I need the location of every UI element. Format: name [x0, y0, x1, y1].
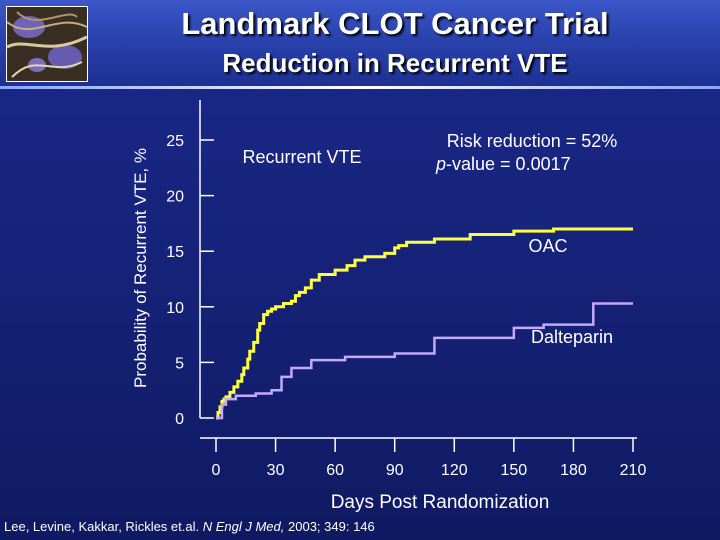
x-tick-label: 210 — [620, 462, 647, 479]
reference-authors: Lee, Levine, Kakkar, Rickles et.al. — [4, 519, 200, 534]
legend-dalteparin: Dalteparin — [531, 327, 613, 347]
reference-volume: 2003; 349: 146 — [288, 519, 375, 534]
y-axis-label: Probability of Recurrent VTE, % — [131, 148, 150, 388]
p-value-line: p-value = 0.0017 — [435, 154, 571, 174]
thumbnail-art — [7, 7, 87, 81]
panel-label: Recurrent VTE — [242, 147, 361, 167]
series-line-dalteparin — [216, 302, 633, 420]
y-tick-label: 5 — [175, 355, 184, 372]
y-tick-label: 0 — [175, 411, 184, 428]
slide-title: Landmark CLOT Cancer Trial — [181, 6, 609, 41]
x-tick-label: 60 — [326, 462, 344, 479]
legend-oac: OAC — [528, 236, 567, 256]
x-tick-label: 120 — [441, 462, 468, 479]
p-value: -value = 0.0017 — [446, 154, 571, 174]
chart-axes — [199, 100, 637, 439]
header-divider — [0, 86, 720, 89]
slide-header: Landmark CLOT Cancer Trial Reduction in … — [0, 0, 720, 88]
x-axis-label: Days Post Randomization — [331, 492, 550, 513]
slide-subtitle: Reduction in Recurrent VTE — [222, 48, 568, 78]
risk-reduction-label: Risk reduction = 52% — [447, 131, 618, 151]
x-tick-label: 30 — [267, 462, 285, 479]
y-tick-label: 15 — [166, 244, 184, 261]
reference-citation: Lee, Levine, Kakkar, Rickles et.al. N En… — [4, 519, 375, 534]
y-tick-label: 20 — [166, 189, 184, 206]
x-tick-label: 150 — [501, 462, 528, 479]
reference-journal: N Engl J Med, — [202, 519, 285, 534]
y-tick-label: 25 — [166, 133, 184, 150]
x-tick-label: 90 — [386, 462, 404, 479]
x-tick-label: 180 — [560, 462, 587, 479]
p-label: p — [435, 154, 446, 174]
header-thumbnail-image — [6, 6, 88, 82]
series-line-oac — [216, 227, 633, 420]
x-tick-label: 0 — [212, 462, 221, 479]
y-tick-label: 10 — [166, 300, 184, 317]
